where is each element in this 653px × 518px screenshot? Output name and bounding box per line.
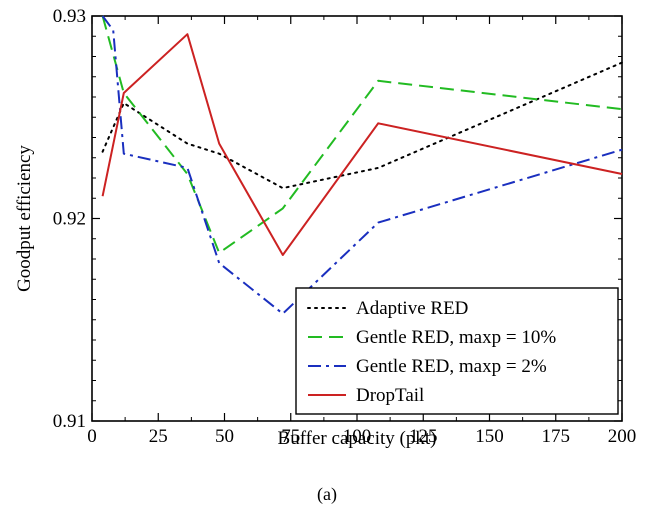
y-tick-label: 0.92 [53,209,86,230]
x-tick-label: 125 [409,426,438,447]
legend-entry: Gentle RED, maxp = 10% [356,327,556,348]
x-tick-label: 50 [215,426,234,447]
figure-caption: (a) [317,484,337,505]
series-line-gentle-red-maxp-2 [101,15,623,315]
x-axis-label: Buffer capacity (pkt) [278,428,437,449]
y-tick-label: 0.91 [53,411,86,432]
y-tick-label: 0.93 [53,6,86,27]
series-line-droptail [101,33,623,256]
legend-entry: DropTail [356,385,424,406]
legend-entry: Adaptive RED [356,298,468,319]
legend: Adaptive RED Gentle RED, maxp = 10% Gentle… [295,287,619,415]
legend-entry: Gentle RED, maxp = 2% [356,356,547,377]
x-tick-label: 75 [281,426,300,447]
x-tick-label: 0 [87,426,97,447]
x-tick-label: 25 [149,426,168,447]
series-layer [101,15,623,315]
y-axis-label: Goodput efficiency [14,145,35,292]
legend-box [295,287,619,415]
series-line-adaptive-red [101,61,623,190]
series-line-gentle-red-maxp-10 [101,15,623,254]
x-tick-label: 175 [542,426,571,447]
x-tick-label: 150 [475,426,504,447]
x-tick-label: 100 [343,426,372,447]
x-tick-label: 200 [608,426,637,447]
